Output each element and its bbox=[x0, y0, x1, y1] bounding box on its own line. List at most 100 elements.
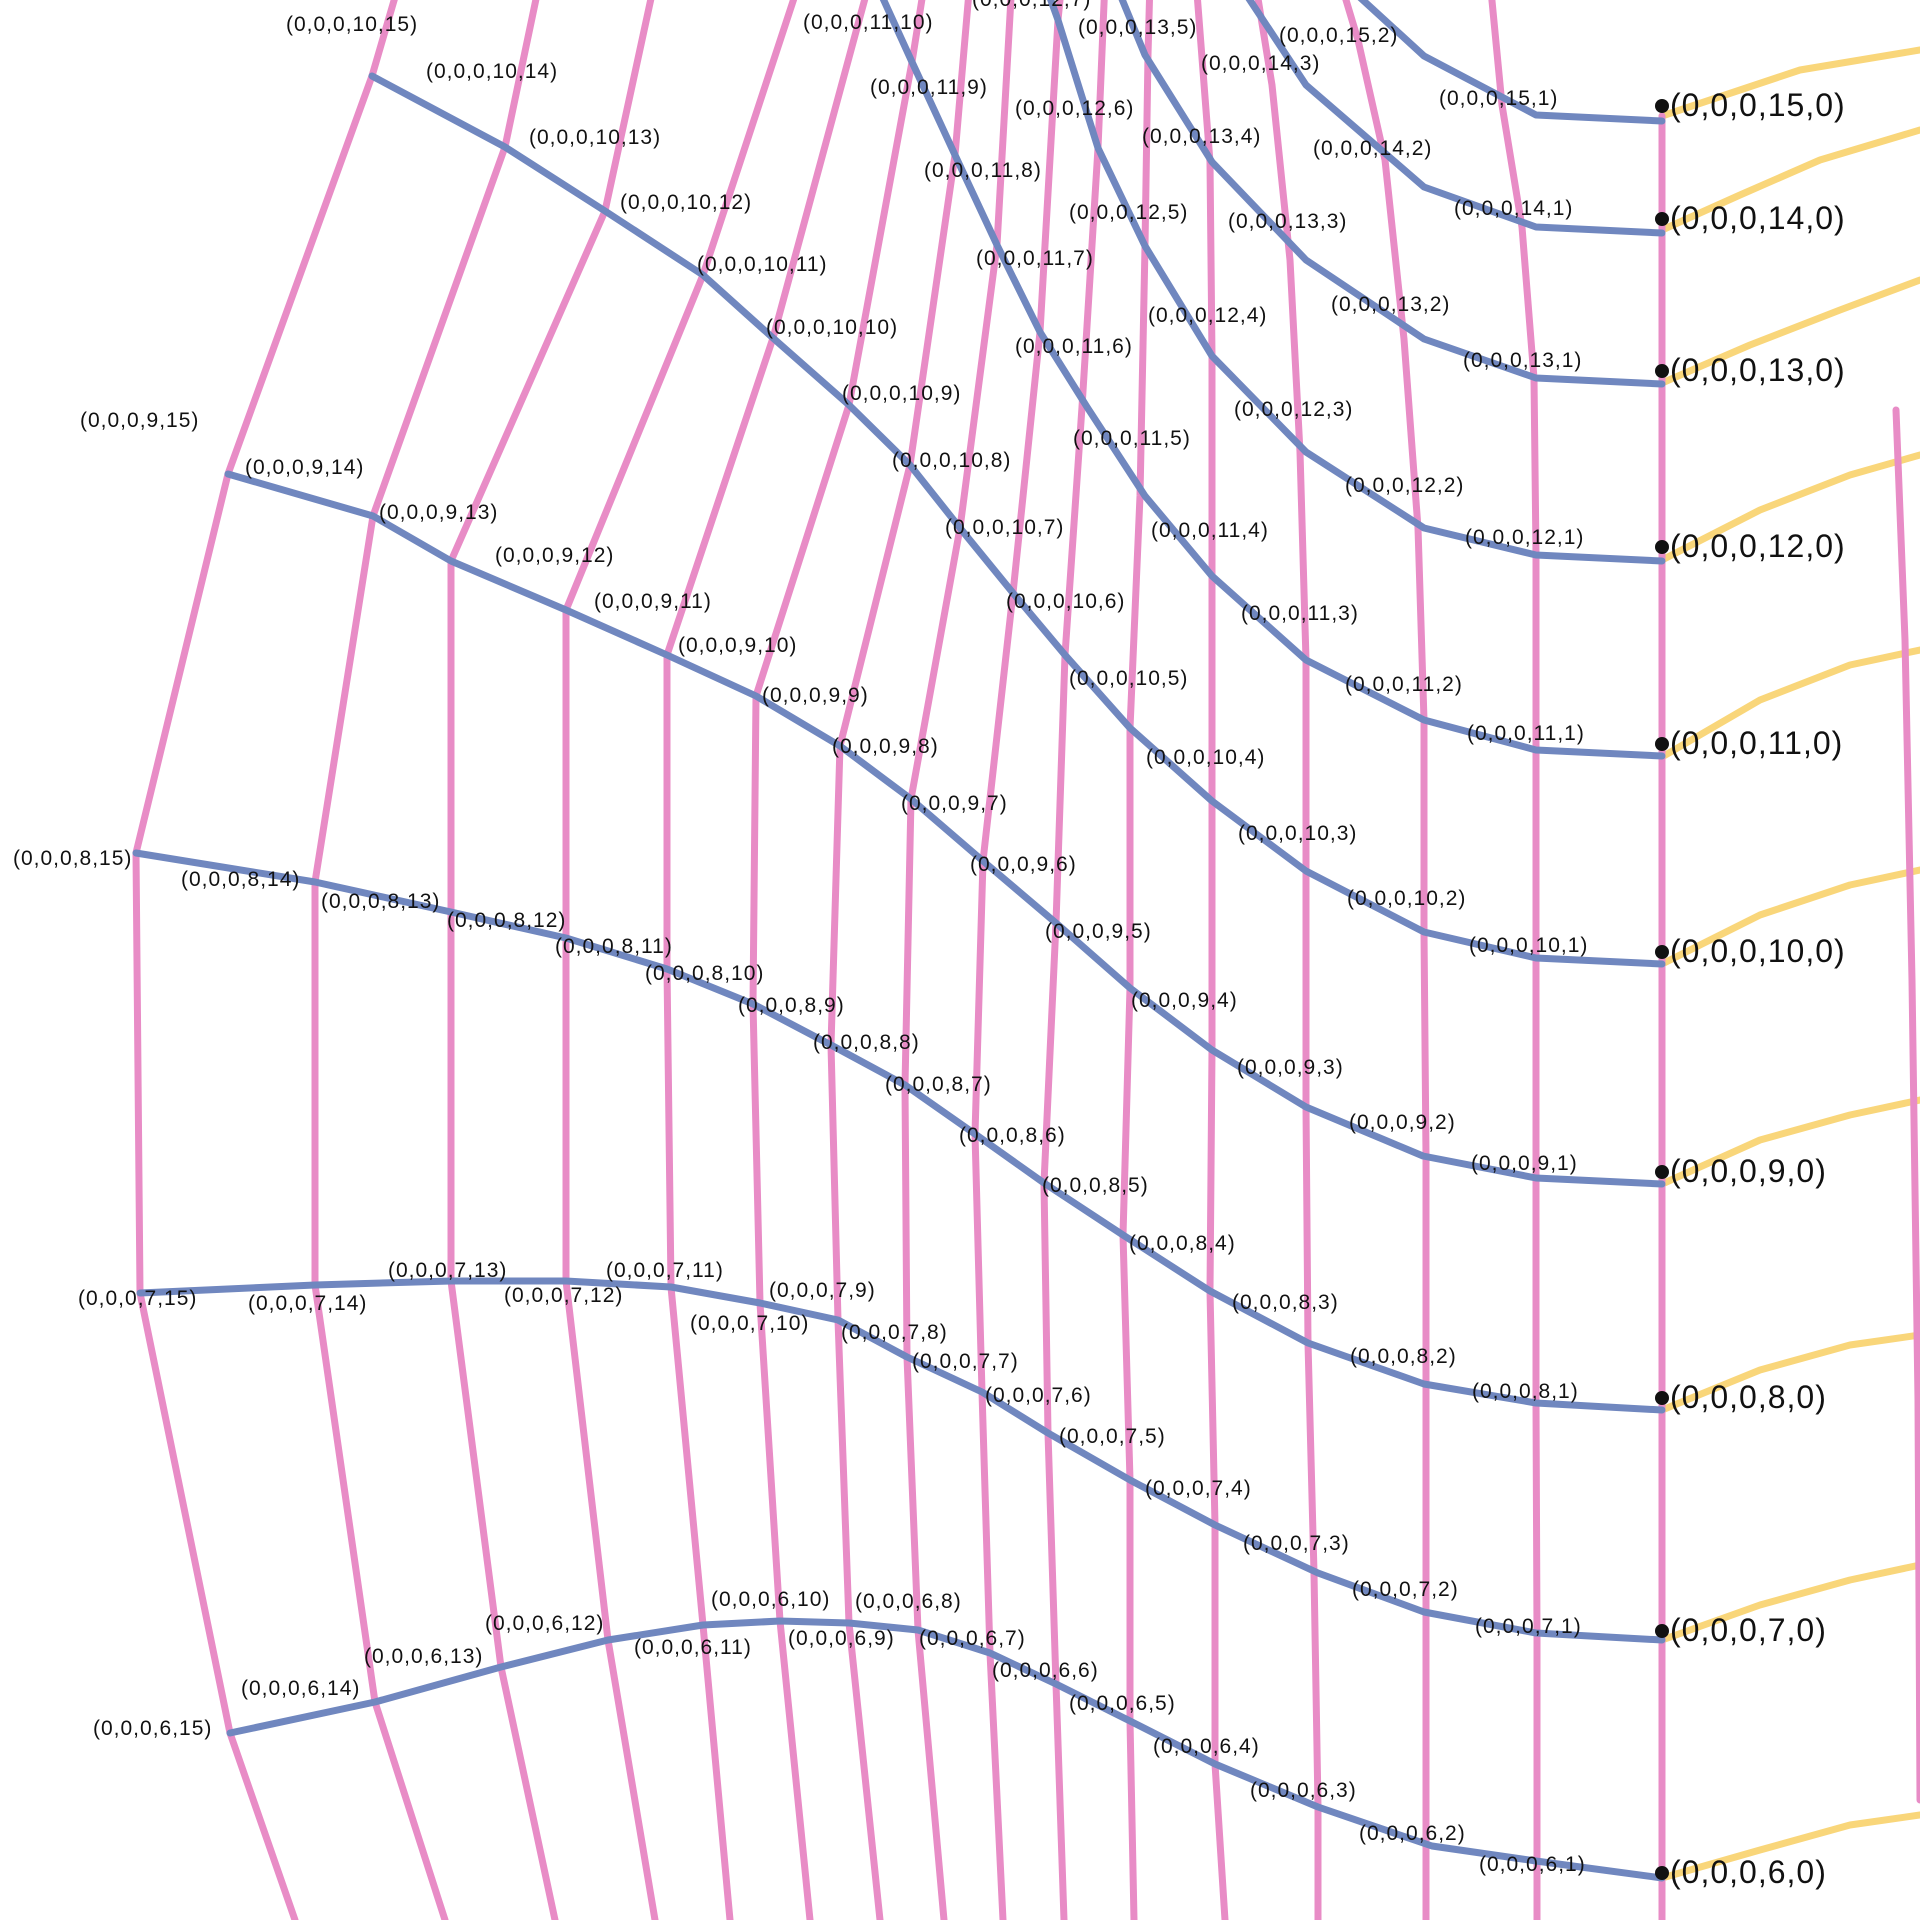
node-label: (0,0,0,9,7) bbox=[901, 792, 1008, 815]
node-label: (0,0,0,6,12) bbox=[485, 1612, 604, 1635]
root-node-label: (0,0,0,14,0) bbox=[1670, 200, 1846, 236]
node-label: (0,0,0,6,6) bbox=[992, 1659, 1099, 1682]
node-label: (0,0,0,10,10) bbox=[766, 316, 898, 339]
blue-edge bbox=[132, 849, 1666, 1414]
yellow-edge bbox=[1658, 646, 1920, 761]
root-node-label: (0,0,0,8,0) bbox=[1670, 1379, 1827, 1415]
node-label: (0,0,0,10,15) bbox=[286, 13, 418, 36]
node-label: (0,0,0,6,3) bbox=[1250, 1779, 1357, 1802]
node-label: (0,0,0,8,14) bbox=[181, 868, 300, 891]
node-label: (0,0,0,6,1) bbox=[1479, 1853, 1586, 1876]
yellow-edge bbox=[1658, 451, 1920, 564]
node-label: (0,0,0,10,14) bbox=[426, 60, 558, 83]
node-label: (0,0,0,6,10) bbox=[711, 1588, 830, 1611]
node-label: (0,0,0,6,11) bbox=[634, 1636, 752, 1659]
node-label: (0,0,0,7,14) bbox=[248, 1292, 367, 1315]
node-label: (0,0,0,8,10) bbox=[645, 962, 764, 985]
node-label: (0,0,0,14,2) bbox=[1313, 137, 1432, 160]
pink-edge bbox=[901, 0, 1015, 1920]
node-dot bbox=[1655, 945, 1669, 959]
node-label: (0,0,0,8,2) bbox=[1350, 1345, 1457, 1368]
node-label: (0,0,0,6,5) bbox=[1069, 1692, 1176, 1715]
node-label: (0,0,0,8,5) bbox=[1042, 1174, 1149, 1197]
node-label: (0,0,0,7,11) bbox=[606, 1259, 724, 1282]
node-label: (0,0,0,6,14) bbox=[241, 1677, 360, 1700]
blue-edge bbox=[224, 470, 1666, 1188]
node-label: (0,0,0,6,4) bbox=[1153, 1735, 1260, 1758]
node-label: (0,0,0,9,5) bbox=[1045, 920, 1152, 943]
node-dot bbox=[1655, 1391, 1669, 1405]
pink-edge bbox=[1892, 406, 1920, 1804]
root-node-label: (0,0,0,7,0) bbox=[1670, 1612, 1827, 1648]
node-label: (0,0,0,10,6) bbox=[1006, 590, 1125, 613]
node-label: (0,0,0,6,15) bbox=[93, 1717, 212, 1740]
node-label: (0,0,0,12,6) bbox=[1015, 97, 1134, 120]
node-label: (0,0,0,9,9) bbox=[762, 684, 869, 707]
node-dot bbox=[1655, 99, 1669, 113]
node-label: (0,0,0,10,2) bbox=[1347, 887, 1466, 910]
node-label: (0,0,0,10,11) bbox=[697, 253, 828, 276]
node-label: (0,0,0,11,5) bbox=[1073, 427, 1191, 450]
blue-edge bbox=[226, 1617, 1666, 1882]
blue-edge bbox=[1245, 0, 1666, 237]
node-label: (0,0,0,10,12) bbox=[620, 191, 752, 214]
node-label: (0,0,0,11,6) bbox=[1015, 335, 1133, 358]
node-label: (0,0,0,8,11) bbox=[555, 935, 673, 958]
pink-edge bbox=[749, 0, 926, 1920]
node-label: (0,0,0,8,4) bbox=[1129, 1232, 1236, 1255]
node-dot bbox=[1655, 364, 1669, 378]
node-label: (0,0,0,14,1) bbox=[1454, 197, 1573, 220]
root-node-label: (0,0,0,15,0) bbox=[1670, 87, 1846, 123]
root-node-label: (0,0,0,6,0) bbox=[1670, 1854, 1827, 1890]
node-label: (0,0,0,8,15) bbox=[13, 847, 132, 870]
node-dot bbox=[1655, 212, 1669, 226]
node-label: (0,0,0,6,2) bbox=[1359, 1822, 1466, 1845]
node-label: (0,0,0,10,13) bbox=[529, 126, 661, 149]
node-label: (0,0,0,13,3) bbox=[1228, 210, 1347, 233]
node-label: (0,0,0,9,1) bbox=[1471, 1152, 1578, 1175]
yellow-edge bbox=[1658, 46, 1920, 120]
node-label: (0,0,0,9,10) bbox=[678, 634, 797, 657]
node-label: (0,0,0,6,8) bbox=[855, 1590, 962, 1613]
node-label: (0,0,0,9,11) bbox=[594, 590, 712, 613]
blue-edge bbox=[136, 1277, 1666, 1644]
node-label: (0,0,0,12,3) bbox=[1234, 398, 1353, 421]
node-label: (0,0,0,10,1) bbox=[1469, 934, 1588, 957]
node-label: (0,0,0,9,13) bbox=[379, 501, 498, 524]
blue-edges bbox=[132, 0, 1666, 1882]
node-label: (0,0,0,11,8) bbox=[924, 159, 1042, 182]
pink-edge bbox=[1488, 0, 1541, 1920]
node-label: (0,0,0,8,8) bbox=[813, 1031, 920, 1054]
node-label: (0,0,0,7,15) bbox=[78, 1287, 197, 1310]
yellow-edge bbox=[1658, 1811, 1920, 1882]
node-label: (0,0,0,7,4) bbox=[1145, 1477, 1252, 1500]
node-label: (0,0,0,15,1) bbox=[1439, 87, 1558, 110]
pink-edge bbox=[1194, 0, 1229, 1920]
yellow-edges bbox=[1658, 46, 1920, 1882]
node-label: (0,0,0,13,1) bbox=[1463, 349, 1582, 372]
node-label: (0,0,0,7,9) bbox=[769, 1279, 876, 1302]
pink-edge bbox=[1342, 0, 1430, 1920]
pink-edge bbox=[1254, 0, 1322, 1920]
node-label: (0,0,0,12,7) bbox=[972, 0, 1091, 11]
node-label: (0,0,0,8,3) bbox=[1232, 1291, 1339, 1314]
root-node-label: (0,0,0,13,0) bbox=[1670, 352, 1846, 388]
node-label: (0,0,0,6,9) bbox=[788, 1627, 895, 1650]
yellow-edge bbox=[1658, 1561, 1920, 1644]
pink-edges bbox=[132, 0, 1920, 1920]
node-label: (0,0,0,10,8) bbox=[892, 449, 1011, 472]
node-label: (0,0,0,10,9) bbox=[842, 382, 961, 405]
root-node-label: (0,0,0,9,0) bbox=[1670, 1153, 1827, 1189]
pink-edge bbox=[827, 0, 972, 1920]
node-label: (0,0,0,14,3) bbox=[1201, 52, 1320, 75]
node-label: (0,0,0,12,4) bbox=[1148, 304, 1267, 327]
node-label: (0,0,0,9,8) bbox=[832, 735, 939, 758]
node-label: (0,0,0,15,2) bbox=[1279, 24, 1398, 47]
node-label: (0,0,0,9,14) bbox=[245, 456, 364, 479]
blue-edge bbox=[1047, 0, 1666, 565]
node-label: (0,0,0,11,2) bbox=[1345, 673, 1463, 696]
node-dot bbox=[1655, 1624, 1669, 1638]
node-label: (0,0,0,9,3) bbox=[1237, 1056, 1344, 1079]
node-label: (0,0,0,10,7) bbox=[945, 516, 1064, 539]
